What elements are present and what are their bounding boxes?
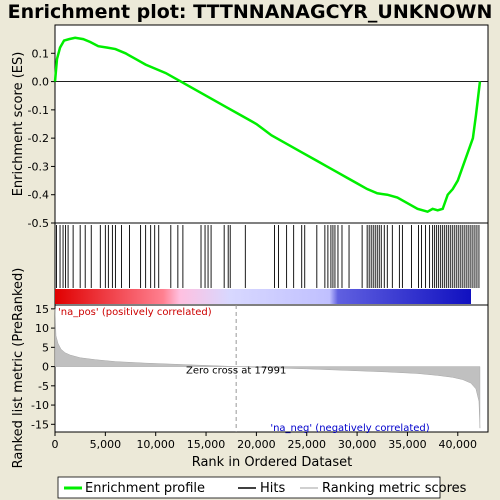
x-tick-label: 15,000 [187,438,226,451]
metric-ytick-label: 15 [35,303,49,316]
es-ytick-label: -0.1 [28,104,49,117]
es-panel [54,24,489,224]
es-ytick-label: -0.4 [28,189,49,202]
x-tick-label: 10,000 [136,438,175,451]
legend-enrichment-label: Enrichment profile [85,481,205,496]
metric-ytick-label: 5 [42,341,49,354]
es-ytick-label: -0.2 [28,132,49,145]
legend-metric-label: Ranking metric scores [322,481,467,496]
metric-ytick-label: -15 [31,418,49,431]
x-axis-label: Rank in Ordered Dataset [192,455,353,470]
x-tick-label: 30,000 [338,438,377,451]
negative-label: 'na_neg' (negatively correlated) [270,423,429,434]
es-ytick-label: -0.3 [28,160,49,173]
metric-ylabel: Ranked list metric (PreRanked) [11,268,26,469]
x-tick-label: 40,000 [439,438,478,451]
es-ylabel: Enrichment score (ES) [11,52,26,197]
legend-hits-label: Hits [260,481,285,496]
es-ytick-label: -0.5 [28,217,49,230]
es-ytick-label: 0.0 [32,76,50,89]
ranking-metric-area [54,308,481,429]
metric-ytick-label: 10 [35,322,49,335]
rank-color-bar [55,289,471,304]
x-tick-label: 20,000 [237,438,276,451]
enrichment-profile-line [53,36,482,214]
metric-ytick-label: 0 [42,361,49,374]
metric-ytick-label: -5 [38,380,49,393]
es-ytick-label: 0.1 [32,47,50,60]
metric-ytick-label: -10 [31,399,49,412]
x-tick-label: 0 [52,438,59,451]
chart-title: Enrichment plot: TTTNNANAGCYR_UNKNOWN [8,1,493,23]
x-tick-label: 35,000 [388,438,427,451]
zero-cross-label: Zero cross at 17991 [186,366,286,377]
x-tick-label: 5,000 [90,438,122,451]
positive-label: 'na_pos' (positively correlated) [58,307,212,318]
x-tick-label: 25,000 [287,438,326,451]
